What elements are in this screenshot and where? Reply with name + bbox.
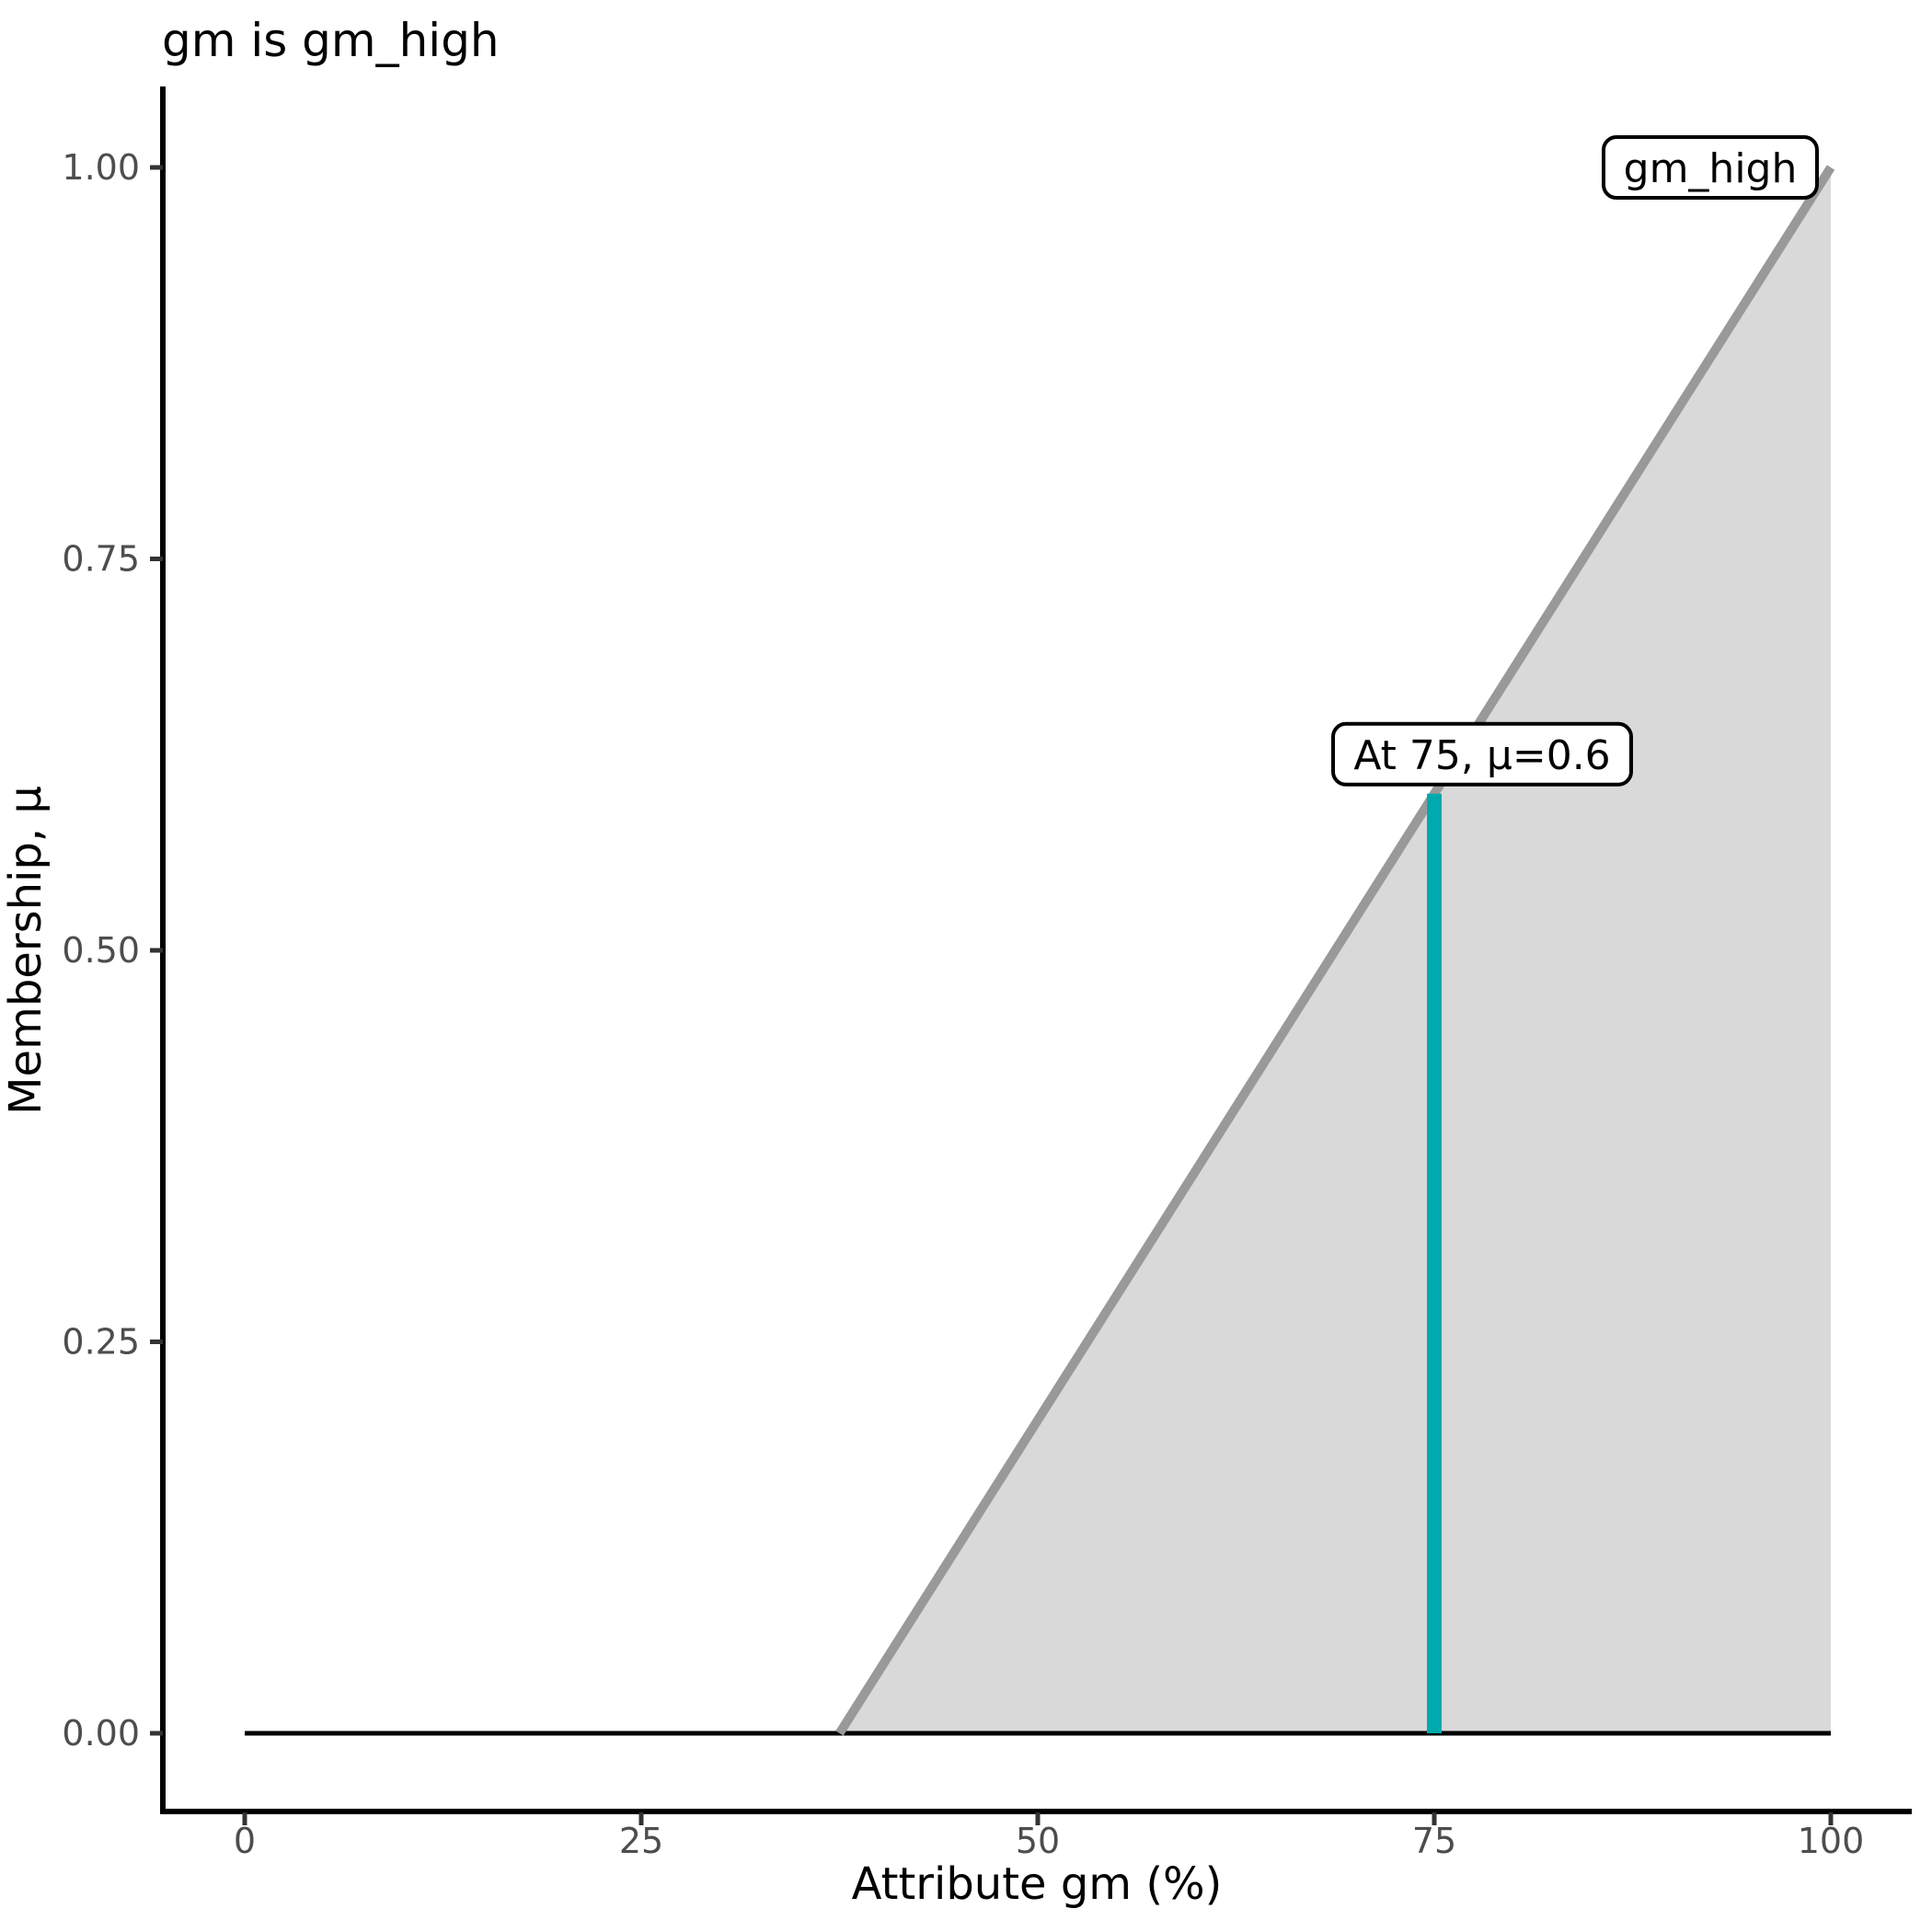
y-tick-label: 1.00 [62,147,140,188]
y-tick-label: 0.00 [62,1713,140,1754]
membership-ramp-line [835,165,1835,1736]
x-tick-label: 25 [619,1821,663,1861]
y-axis-ticks: 0.00 0.25 0.50 0.75 1.00 [62,147,163,1754]
y-axis-title: Membership, μ [0,786,52,1115]
y-tick-label: 0.25 [62,1322,140,1363]
annotation-label: At 75, μ=0.6 [1353,732,1610,779]
annotation-at-75: At 75, μ=0.6 [1331,721,1633,787]
annotation-box [1331,721,1633,787]
x-axis-title: Attribute gm (%) [852,1858,1223,1910]
x-axis-ticks: 0 25 50 75 100 [234,1812,1864,1861]
x-tick-label: 0 [234,1821,256,1861]
x-tick-label: 75 [1412,1821,1456,1861]
y-tick-label: 0.75 [62,539,140,580]
x-tick-label: 50 [1016,1821,1060,1861]
annotation-label: gm_high [1624,145,1798,192]
chart-title: gm is gm_high [162,14,500,67]
x-tick-label: 100 [1798,1821,1865,1861]
annotation-gm-high: gm_high [1602,135,1819,200]
annotation-box [1602,135,1819,200]
y-tick-label: 0.50 [62,930,140,971]
